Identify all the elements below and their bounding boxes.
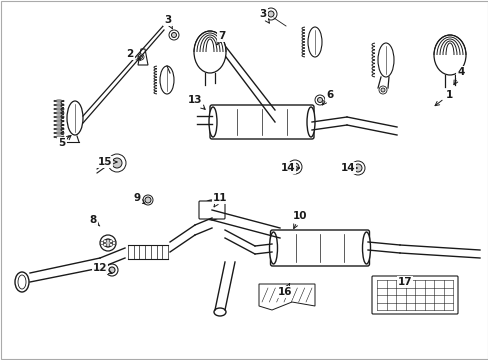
Text: 11: 11 (212, 193, 227, 207)
Text: 9: 9 (133, 193, 144, 204)
Circle shape (142, 195, 153, 205)
FancyBboxPatch shape (270, 230, 369, 266)
Circle shape (106, 264, 118, 276)
Text: 4: 4 (453, 67, 464, 85)
Circle shape (171, 32, 176, 37)
Circle shape (169, 30, 179, 40)
Text: 14: 14 (340, 163, 356, 173)
Circle shape (103, 243, 106, 246)
Circle shape (112, 242, 115, 244)
Polygon shape (259, 284, 314, 310)
Circle shape (138, 54, 143, 60)
Text: 15: 15 (98, 157, 117, 167)
Circle shape (205, 204, 218, 216)
Text: 10: 10 (292, 211, 306, 229)
Circle shape (380, 88, 384, 92)
Text: 13: 13 (187, 95, 205, 109)
Text: 3: 3 (164, 15, 172, 29)
Ellipse shape (306, 107, 314, 137)
Text: 1: 1 (434, 90, 452, 105)
Text: 6: 6 (322, 90, 333, 105)
Ellipse shape (269, 232, 277, 264)
Circle shape (264, 8, 276, 20)
Text: 17: 17 (397, 277, 411, 287)
Text: 2: 2 (126, 49, 141, 60)
Ellipse shape (377, 43, 393, 77)
Circle shape (202, 200, 222, 220)
Text: 5: 5 (58, 135, 71, 148)
Text: 12: 12 (93, 263, 112, 274)
Ellipse shape (307, 27, 321, 57)
Ellipse shape (214, 308, 225, 316)
Circle shape (101, 242, 103, 244)
Circle shape (139, 55, 142, 58)
Circle shape (314, 95, 325, 105)
Circle shape (109, 243, 112, 246)
Circle shape (100, 235, 116, 251)
Text: 3: 3 (259, 9, 269, 23)
Circle shape (317, 98, 322, 103)
Ellipse shape (67, 101, 83, 135)
Circle shape (378, 86, 386, 94)
Ellipse shape (15, 272, 29, 292)
Circle shape (104, 239, 112, 247)
Ellipse shape (18, 275, 26, 289)
Circle shape (108, 154, 126, 172)
Circle shape (109, 240, 112, 243)
Ellipse shape (160, 66, 174, 94)
Text: 8: 8 (89, 215, 100, 226)
Text: 14: 14 (280, 163, 299, 173)
Circle shape (267, 11, 273, 17)
Text: 16: 16 (277, 283, 292, 297)
FancyBboxPatch shape (209, 105, 313, 139)
Circle shape (290, 163, 298, 171)
Ellipse shape (208, 107, 217, 137)
Circle shape (109, 267, 115, 273)
Text: 7: 7 (216, 31, 225, 45)
Ellipse shape (362, 232, 370, 264)
Polygon shape (138, 49, 148, 65)
Circle shape (350, 161, 364, 175)
Circle shape (103, 240, 106, 243)
Circle shape (287, 160, 302, 174)
Circle shape (145, 197, 151, 203)
Circle shape (112, 158, 122, 168)
FancyBboxPatch shape (199, 201, 224, 219)
Circle shape (353, 164, 361, 172)
FancyBboxPatch shape (371, 276, 457, 314)
